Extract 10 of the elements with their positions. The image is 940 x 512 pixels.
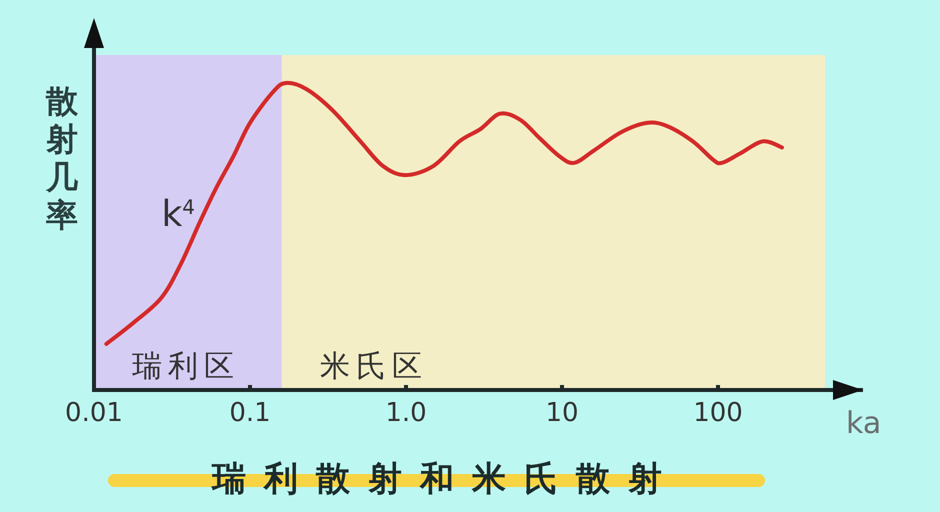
x-axis-title: ka [846, 406, 882, 441]
x-tick-label: 0.1 [229, 398, 271, 428]
y-axis-title: 散射几率 [45, 82, 79, 234]
x-tick-label: 10 [545, 398, 579, 428]
x-tick-label: 100 [693, 398, 743, 428]
annotation: k$^{4}$ [161, 194, 196, 236]
x-tick-label: 0.01 [65, 398, 123, 428]
band-label: 瑞利区 [132, 349, 240, 384]
band-label: 米氏区 [320, 349, 428, 384]
x-tick-label: 1.0 [385, 398, 427, 428]
